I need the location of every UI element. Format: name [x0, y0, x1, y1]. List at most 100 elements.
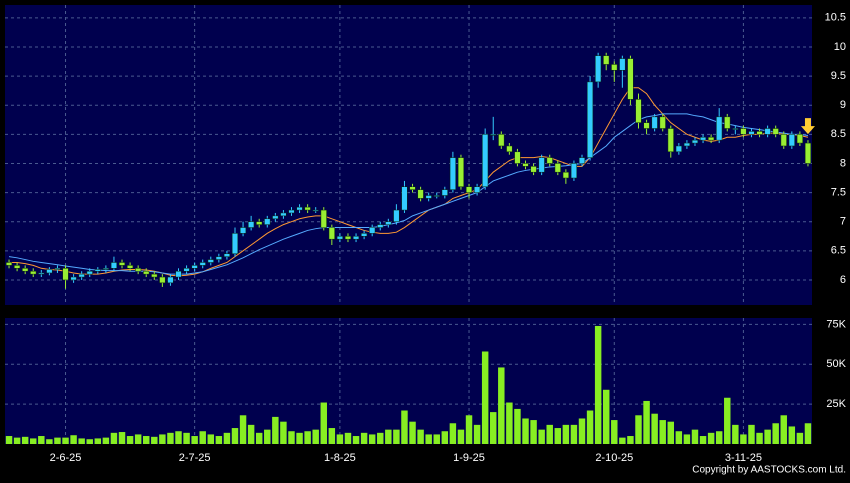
candle-body	[732, 128, 739, 130]
candle-body	[538, 157, 545, 173]
x-tick-label: 3-11-25	[725, 452, 762, 464]
volume-panel	[5, 318, 812, 444]
candle-body	[691, 139, 699, 144]
candle-body	[22, 268, 29, 272]
volume-bar	[586, 410, 594, 444]
volume-bar	[46, 439, 53, 444]
y-tick-label: 8.5	[831, 128, 846, 140]
volume-bar	[756, 432, 763, 444]
candle-body	[86, 270, 93, 275]
volume-bar	[522, 418, 529, 444]
candle-body	[659, 116, 666, 129]
candle-body	[223, 253, 230, 257]
candle-body	[336, 236, 343, 240]
volume-bar	[126, 436, 134, 444]
volume-bar	[296, 432, 303, 444]
y-tick-label: 6.5	[831, 245, 846, 257]
volume-bar	[207, 434, 215, 444]
candle-body	[264, 218, 271, 225]
volume-bar	[30, 438, 37, 444]
volume-bar	[465, 415, 473, 444]
candle-body	[441, 189, 448, 196]
y-tick-label: 9.5	[831, 70, 846, 82]
x-tick-label: 2-10-25	[595, 452, 633, 464]
volume-bar	[732, 424, 739, 444]
candle-body	[699, 136, 707, 141]
y-tick-label: 8	[840, 157, 846, 169]
volume-bar	[280, 421, 287, 444]
volume-bar	[602, 389, 610, 444]
volume-bar	[151, 436, 158, 444]
candle-body	[651, 116, 658, 129]
candle-body	[764, 128, 771, 135]
candle-body	[546, 157, 553, 164]
candle-body	[409, 186, 416, 190]
candle-body	[740, 128, 747, 135]
volume-bar	[457, 429, 465, 444]
candle-body	[248, 221, 255, 228]
volume-bar	[675, 431, 683, 444]
volume-bar	[490, 412, 497, 444]
candle-body	[457, 157, 465, 187]
candle-body	[667, 128, 674, 153]
candle-body	[127, 265, 134, 269]
candle-body	[578, 157, 586, 164]
volume-bar	[70, 435, 77, 444]
candle-body	[320, 209, 327, 228]
volume-bar	[199, 431, 206, 444]
copyright: Copyright by AASTOCKS.com Ltd.	[692, 465, 846, 476]
y-tick-label: 10.5	[825, 12, 846, 24]
volume-bar	[142, 436, 150, 444]
volume-bar	[38, 436, 45, 444]
candle-body	[361, 233, 368, 237]
candle-body	[643, 122, 650, 129]
candle-body	[425, 195, 432, 199]
volume-bar	[804, 423, 812, 444]
volume-bar	[425, 434, 432, 444]
y-tick-label: 7.5	[831, 186, 846, 198]
volume-bar	[611, 420, 618, 444]
candle-body	[183, 268, 190, 272]
candle-body	[417, 189, 424, 199]
volume-bar	[231, 428, 239, 444]
moving-average	[9, 87, 809, 277]
volume-bar	[5, 436, 13, 444]
volume-bar	[506, 402, 513, 444]
candle-body	[708, 136, 715, 141]
volume-bar	[562, 424, 570, 444]
volume-bar	[336, 434, 344, 444]
volume-bar	[594, 325, 602, 444]
candle-body	[506, 145, 513, 153]
volume-bar	[417, 429, 424, 444]
candle-body	[804, 142, 812, 164]
candle-body	[70, 276, 77, 281]
candle-body	[724, 116, 731, 129]
candle-body	[449, 157, 456, 190]
volume-bar	[78, 438, 85, 444]
volume-bar	[368, 434, 376, 444]
volume-bar	[740, 434, 747, 444]
candle-body	[554, 163, 561, 173]
volume-bar	[409, 421, 416, 444]
volume-bar	[715, 431, 723, 444]
candle-body	[14, 265, 21, 269]
candle-body	[151, 273, 158, 278]
candle-body	[288, 209, 295, 214]
volume-bar	[764, 429, 771, 444]
volume-bar	[86, 439, 93, 444]
candle-body	[490, 134, 497, 136]
volume-bar	[748, 424, 755, 444]
candle-body	[514, 151, 521, 164]
volume-bar	[191, 436, 198, 444]
volume-bar	[272, 416, 279, 444]
candle-body	[482, 134, 489, 187]
price-panel	[5, 5, 812, 305]
candle-body	[377, 224, 384, 228]
volume-bar	[699, 436, 707, 444]
volume-bar	[385, 429, 392, 444]
candle-body	[683, 142, 690, 147]
volume-bar	[320, 402, 327, 444]
volume-bar	[118, 432, 126, 444]
volume-bar	[530, 420, 537, 444]
